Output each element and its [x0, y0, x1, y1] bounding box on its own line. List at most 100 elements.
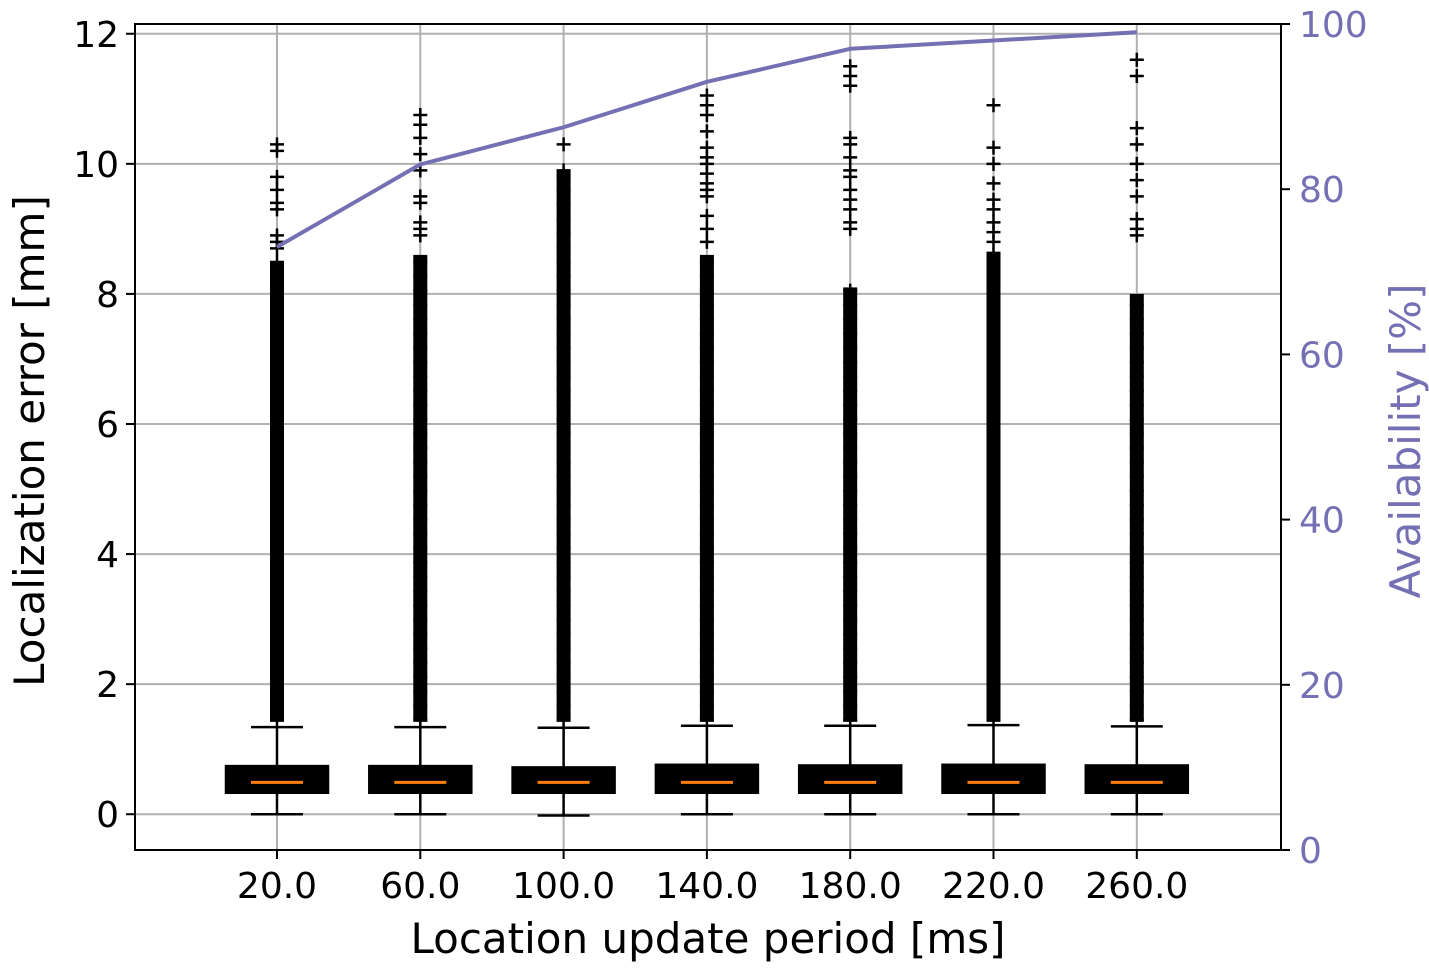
- boxplot-100.0: [511, 137, 616, 817]
- outlier-point: [556, 498, 571, 513]
- outlier-point: [413, 555, 428, 570]
- outlier-point: [1129, 598, 1144, 613]
- outlier-point: [413, 412, 428, 427]
- left-axis: 0 2 4 6 8 10 12: [73, 15, 135, 836]
- outlier-point: [986, 398, 1001, 413]
- outlier-point: [270, 584, 284, 599]
- outlier-point: [270, 182, 284, 197]
- x-tick-label: 260.0: [1085, 866, 1188, 907]
- outlier-point: [413, 255, 428, 270]
- outlier-point: [556, 469, 571, 484]
- outlier-point: [413, 655, 428, 670]
- outlier-point: [699, 412, 714, 427]
- outlier-point: [1129, 712, 1144, 727]
- plot-frame: [134, 23, 1282, 851]
- outlier-point: [986, 326, 1001, 341]
- outlier-point: [270, 426, 284, 441]
- outlier-point: [1129, 340, 1144, 355]
- outlier-point: [699, 569, 714, 584]
- outlier-point: [1129, 228, 1144, 243]
- box: [224, 764, 330, 795]
- outlier-point: [1129, 156, 1144, 171]
- outlier-point: [843, 712, 858, 727]
- outlier-point: [986, 202, 1001, 217]
- outlier-point: [1129, 297, 1144, 312]
- boxplots: [224, 52, 1190, 817]
- outlier-point: [843, 655, 858, 670]
- outlier-point: [843, 412, 858, 427]
- x-tick-label: 100.0: [512, 866, 615, 907]
- outlier-point: [413, 584, 428, 599]
- outlier-point: [843, 512, 858, 527]
- outlier-point: [699, 512, 714, 527]
- outlier-point: [699, 255, 714, 270]
- outlier-point: [1129, 369, 1144, 384]
- outlier-point: [986, 555, 1001, 570]
- outlier-point: [556, 641, 571, 656]
- outlier-point: [270, 598, 284, 613]
- outlier-point: [556, 240, 571, 255]
- outlier-point: [413, 469, 428, 484]
- outlier-point: [843, 455, 858, 470]
- outlier-point: [843, 297, 858, 312]
- outlier-point: [986, 340, 1001, 355]
- outlier-point: [699, 208, 714, 223]
- outlier-point: [699, 108, 714, 123]
- outlier-point: [986, 655, 1001, 670]
- outlier-point: [270, 612, 284, 627]
- outlier-point: [699, 269, 714, 284]
- outlier-point: [986, 512, 1001, 527]
- boxplot-180.0: [797, 59, 903, 816]
- outlier-point: [1129, 398, 1144, 413]
- outlier-point: [270, 326, 284, 341]
- outlier-point: [1129, 426, 1144, 441]
- outlier-point: [1129, 584, 1144, 599]
- outlier-point: [699, 712, 714, 727]
- outlier-point: [699, 627, 714, 642]
- outlier-point: [699, 221, 714, 236]
- outlier-point: [1129, 173, 1144, 188]
- outlier-point: [413, 669, 428, 684]
- outlier-point: [699, 340, 714, 355]
- outlier-point: [270, 255, 284, 270]
- outlier-point: [556, 441, 571, 456]
- y-tick-label: 0: [96, 795, 119, 836]
- outlier-point: [270, 526, 284, 541]
- outlier-point: [843, 541, 858, 556]
- outlier-point: [270, 269, 284, 284]
- outlier-point: [843, 569, 858, 584]
- outlier-point: [986, 541, 1001, 556]
- outlier-point: [843, 627, 858, 642]
- outlier-point: [556, 712, 571, 727]
- outlier-point: [556, 163, 571, 178]
- outlier-point: [843, 169, 858, 184]
- x-axis-label: Location update period [ms]: [410, 914, 1005, 963]
- outlier-point: [843, 555, 858, 570]
- outlier-point: [413, 297, 428, 312]
- outlier-point: [1129, 641, 1144, 656]
- outlier-point: [556, 212, 571, 227]
- outlier-point: [556, 541, 571, 556]
- outlier-point: [1129, 698, 1144, 713]
- outlier-point: [270, 541, 284, 556]
- y-tick-label: 12: [73, 15, 119, 56]
- outlier-point: [699, 669, 714, 684]
- outlier-point: [270, 641, 284, 656]
- outlier-point: [843, 598, 858, 613]
- outlier-point: [1129, 69, 1144, 84]
- outlier-point: [986, 455, 1001, 470]
- outlier-point: [843, 150, 858, 165]
- outlier-point: [843, 483, 858, 498]
- outlier-point: [413, 541, 428, 556]
- outlier-point: [413, 512, 428, 527]
- box: [368, 764, 473, 795]
- outlier-point: [1129, 541, 1144, 556]
- outlier-point: [270, 669, 284, 684]
- outlier-point: [556, 283, 571, 298]
- outlier-point: [556, 526, 571, 541]
- outlier-point: [1129, 498, 1144, 513]
- outlier-point: [699, 698, 714, 713]
- outlier-point: [413, 195, 428, 210]
